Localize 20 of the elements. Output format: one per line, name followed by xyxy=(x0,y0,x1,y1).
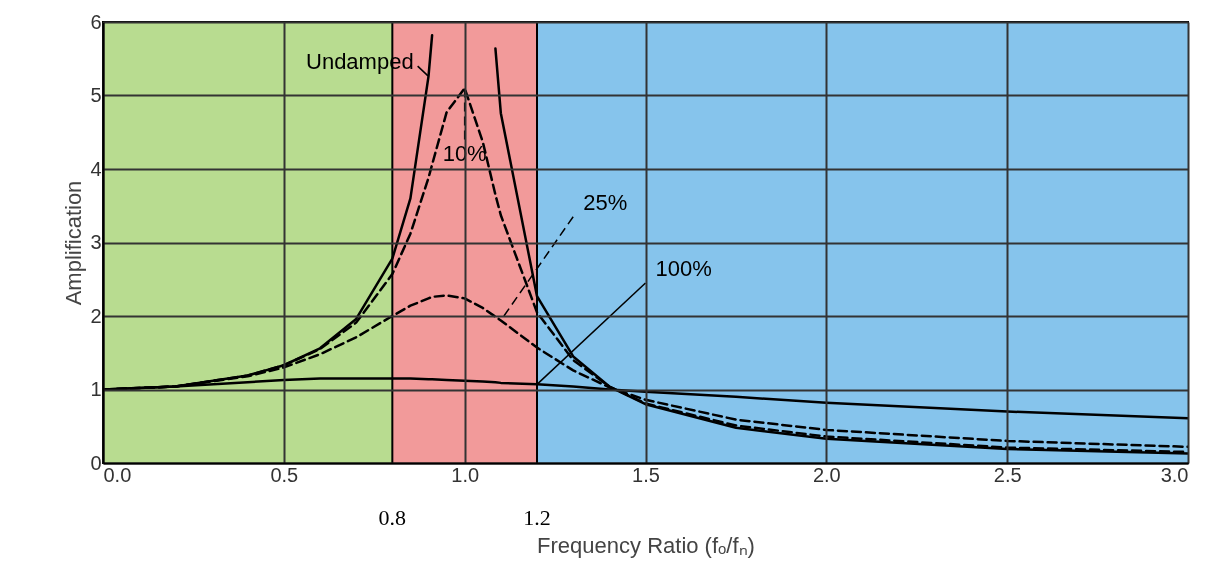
y-tick-label: 0 xyxy=(90,451,102,474)
y-tick-label: 1 xyxy=(90,378,102,400)
x-tick-label: 0.0 xyxy=(103,463,132,486)
x-tick-label: 0.5 xyxy=(270,463,299,486)
x-tick-label: 1.5 xyxy=(632,463,660,486)
x-tick-label: 2.5 xyxy=(993,463,1022,486)
y-axis-title: Amplification xyxy=(61,180,87,306)
text: 25% xyxy=(583,189,628,215)
text: 100% xyxy=(655,255,712,281)
y-tick-label: 3 xyxy=(90,231,102,253)
x-tick-label: 2.0 xyxy=(812,463,841,486)
ref-line-label: 1.2 xyxy=(523,505,551,530)
y-tick-label: 5 xyxy=(90,84,102,106)
x-tick-label: 3.0 xyxy=(1160,463,1189,486)
y-tick-label: 4 xyxy=(90,157,102,180)
ref-line-label: 0.8 xyxy=(378,505,407,530)
x-axis-title: Frequency Ratio (fₒ/fₙ) xyxy=(537,532,755,558)
x-tick-label: 1.0 xyxy=(451,463,480,486)
y-tick-label: 2 xyxy=(90,304,102,327)
y-tick-label: 6 xyxy=(90,10,102,33)
